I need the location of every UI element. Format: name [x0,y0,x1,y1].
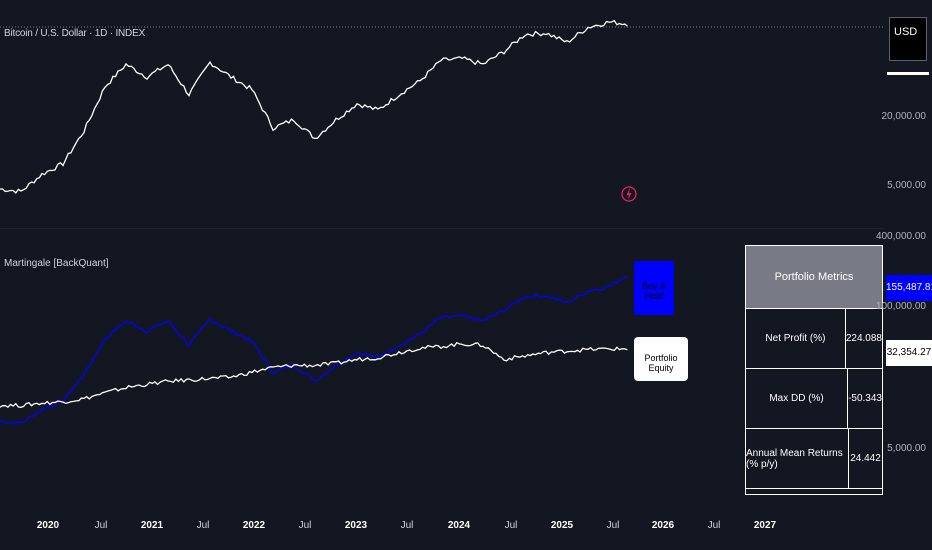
indicator-title[interactable]: Martingale [BackQuant] [4,258,109,269]
time-tick: 2024 [447,520,471,531]
price-axis[interactable]: 20,000.00 5,000.00 400,000.00 100,000.00… [876,0,932,505]
price-tick: 100,000.00 [875,301,926,312]
metric-label: Annual Mean Returns (% p/y) [746,429,849,488]
time-tick: Jul [196,520,210,531]
currency-underline [887,72,929,75]
buy-hold-price-badge: 155,487.81 [886,275,932,301]
pane-separator[interactable] [0,228,885,229]
series-line [0,19,628,194]
time-tick: 2023 [344,520,368,531]
price-tick: 400,000.00 [875,231,926,242]
price-tick: 5,000.00 [887,180,926,191]
lightning-icon[interactable] [620,178,638,210]
time-tick: Jul [707,520,721,531]
metric-value: 24.442 [850,453,881,464]
portfolio-equity-tag: Portfolio Equity [634,337,688,381]
time-tick: 2026 [651,520,675,531]
price-tick: 5,000.00 [887,443,926,454]
currency-button[interactable]: USD [889,17,927,61]
time-tick: Jul [298,520,312,531]
metric-label: Max DD (%) [746,369,849,428]
metrics-header: Portfolio Metrics [746,246,882,309]
chart-area[interactable]: Bitcoin / U.S. Dollar · 1D · INDEX Marti… [0,0,885,505]
time-tick: 2027 [753,520,777,531]
metric-value: 224.088 [845,333,882,344]
series-line [0,276,628,426]
price-tick: 20,000.00 [881,111,927,122]
equity-price-badge: 32,354.27 [886,340,932,366]
time-tick: Jul [504,520,518,531]
series-line [0,341,628,409]
time-axis[interactable]: 2020 Jul 2021 Jul 2022 Jul 2023 Jul 2024… [0,505,885,550]
time-tick: 2022 [242,520,266,531]
portfolio-metrics-table: Portfolio Metrics Net Profit (%) 224.088… [745,245,883,495]
time-tick: 2025 [550,520,574,531]
time-tick: Jul [400,520,414,531]
time-tick: Jul [606,520,620,531]
time-tick: Jul [94,520,108,531]
chart-canvas[interactable] [0,0,885,505]
metric-value: -50.343 [848,393,882,404]
metrics-row: Annual Mean Returns (% p/y) 24.442 [746,429,882,489]
metrics-row: Max DD (%) -50.343 [746,369,882,429]
symbol-title[interactable]: Bitcoin / U.S. Dollar · 1D · INDEX [4,28,146,39]
time-tick: 2020 [36,520,60,531]
metric-label: Net Profit (%) [746,309,846,368]
time-tick: 2021 [140,520,164,531]
buy-hold-tag: Buy & Hold [634,261,674,315]
metrics-row: Net Profit (%) 224.088 [746,309,882,369]
